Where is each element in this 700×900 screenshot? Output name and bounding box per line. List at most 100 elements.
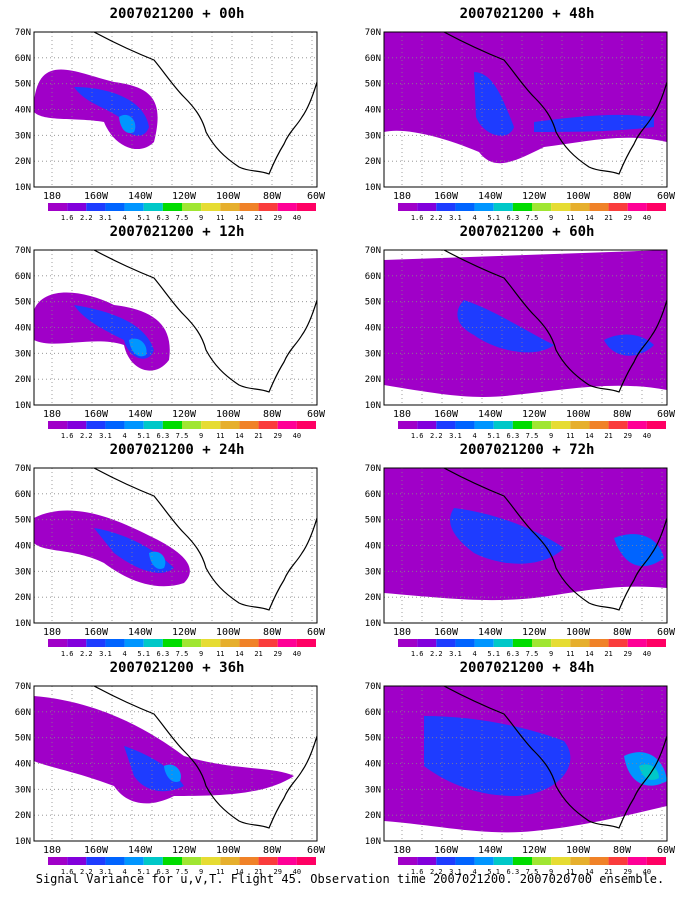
map-frame — [33, 249, 318, 406]
latitude-label: 70N — [365, 246, 381, 256]
latitude-label: 70N — [365, 464, 381, 474]
latitude-label: 60N — [15, 272, 31, 282]
colorbar-swatch — [532, 639, 552, 647]
colorbar-label: 40 — [643, 650, 651, 658]
map-frame — [383, 249, 668, 406]
variance-map: 70N 60N 50N 40N 30N 20N 10N 180 160W 140W 120W 100W… — [15, 246, 326, 440]
colorbar-label: 2.2 — [430, 432, 443, 440]
colorbar-swatch — [162, 421, 182, 429]
panel-title: 2007021200 + 84h — [459, 660, 595, 676]
colorbar-swatch — [532, 203, 552, 211]
colorbar-swatch — [296, 639, 316, 647]
colorbar-label: 2.2 — [430, 214, 443, 222]
latitude-label: 40N — [365, 106, 381, 116]
colorbar-label: 21 — [604, 650, 612, 658]
colorbar-label: 29 — [623, 650, 631, 658]
colorbar-label: 3.1 — [99, 650, 112, 658]
longitude-label: 60W — [307, 409, 326, 420]
longitude-label: 80W — [263, 627, 282, 638]
colorbar-swatch — [48, 421, 68, 429]
longitude-label: 120W — [172, 845, 197, 856]
colorbar-label: 4 — [472, 432, 476, 440]
colorbar-label: 6.3 — [157, 868, 170, 876]
colorbar-swatch — [258, 857, 278, 865]
colorbar-label: 40 — [643, 868, 651, 876]
colorbar-label: 4 — [472, 868, 476, 876]
colorbar-swatch — [455, 857, 475, 865]
colorbar-label: 1.6 — [411, 214, 424, 222]
colorbar-label: 1.6 — [61, 214, 74, 222]
colorbar-swatch — [398, 857, 418, 865]
colorbar-swatch — [589, 639, 609, 647]
colorbar-swatch — [551, 857, 571, 865]
colorbar-swatch — [67, 857, 87, 865]
colorbar-label: 14 — [585, 432, 593, 440]
colorbar-swatch — [417, 857, 437, 865]
latitude-label: 20N — [15, 811, 31, 821]
variance-map: 70N 60N 50N 40N 30N 20N 10N 180 160W 140W 120W 100W… — [15, 682, 326, 876]
variance-region — [450, 508, 564, 564]
colorbar-swatch — [124, 857, 144, 865]
colorbar-swatch — [493, 639, 513, 647]
latitude-label: 20N — [365, 375, 381, 385]
panel-title: 2007021200 + 60h — [459, 224, 595, 240]
longitude-label: 140W — [128, 409, 153, 420]
colorbar-swatch — [258, 639, 278, 647]
latitude-label: 50N — [15, 80, 31, 90]
colorbar-swatch — [436, 203, 456, 211]
colorbar-label: 29 — [273, 868, 281, 876]
panel-title: 2007021200 + 12h — [109, 224, 245, 240]
colorbar-swatch — [455, 639, 475, 647]
colorbar-swatch — [239, 421, 259, 429]
panel-title: 2007021200 + 00h — [109, 6, 245, 22]
variance-region — [604, 334, 654, 356]
latitude-label: 10N — [15, 837, 31, 847]
longitude-label: 120W — [172, 191, 197, 202]
colorbar-label: 2.2 — [80, 868, 93, 876]
colorbar-swatch — [105, 639, 125, 647]
colorbar-swatch — [239, 857, 259, 865]
colorbar-swatch — [436, 857, 456, 865]
colorbar-swatch — [67, 421, 87, 429]
longitude-label: 120W — [522, 845, 547, 856]
colorbar-label: 4 — [122, 214, 126, 222]
colorbar-label: 21 — [254, 650, 262, 658]
forecast-panel: 2007021200 + 84h 70N 60N 50N 40N 30N 20N 10N 180… — [350, 660, 680, 882]
colorbar-swatch — [570, 203, 590, 211]
latitude-label: 70N — [365, 682, 381, 692]
longitude-label: 80W — [263, 845, 282, 856]
colorbar-swatch — [124, 639, 144, 647]
longitude-label: 180 — [393, 627, 411, 638]
colorbar-swatch — [162, 203, 182, 211]
latitude-label: 40N — [365, 542, 381, 552]
colorbar-swatch — [627, 639, 647, 647]
latitude-label: 50N — [365, 80, 381, 90]
colorbar-label: 2.2 — [80, 432, 93, 440]
colorbar-label: 29 — [623, 868, 631, 876]
colorbar-swatch — [474, 639, 494, 647]
longitude-label: 180 — [43, 845, 61, 856]
longitude-label: 140W — [478, 627, 503, 638]
colorbar-label: 14 — [235, 868, 243, 876]
variance-region — [384, 32, 667, 164]
longitude-label: 80W — [613, 409, 632, 420]
latitude-label: 30N — [365, 349, 381, 359]
colorbar-label: 14 — [585, 868, 593, 876]
latitude-label: 70N — [15, 28, 31, 38]
colorbar-label: 21 — [604, 868, 612, 876]
panel-title: 2007021200 + 48h — [459, 6, 595, 22]
forecast-panel: 2007021200 + 36h 70N 60N 50N 40N 30N 20N 10N 180… — [0, 660, 330, 882]
colorbar-label: 40 — [643, 432, 651, 440]
colorbar-swatch — [398, 421, 418, 429]
colorbar-label: 4 — [472, 650, 476, 658]
colorbar-swatch — [86, 421, 106, 429]
latitude-label: 30N — [365, 785, 381, 795]
longitude-label: 100W — [566, 627, 591, 638]
coastline — [93, 468, 317, 611]
colorbar-label: 3.1 — [99, 214, 112, 222]
colorbar-label: 2.2 — [430, 868, 443, 876]
latitude-label: 20N — [365, 811, 381, 821]
colorbar-label: 6.3 — [157, 650, 170, 658]
longitude-label: 100W — [566, 191, 591, 202]
colorbar-label: 11 — [566, 432, 574, 440]
